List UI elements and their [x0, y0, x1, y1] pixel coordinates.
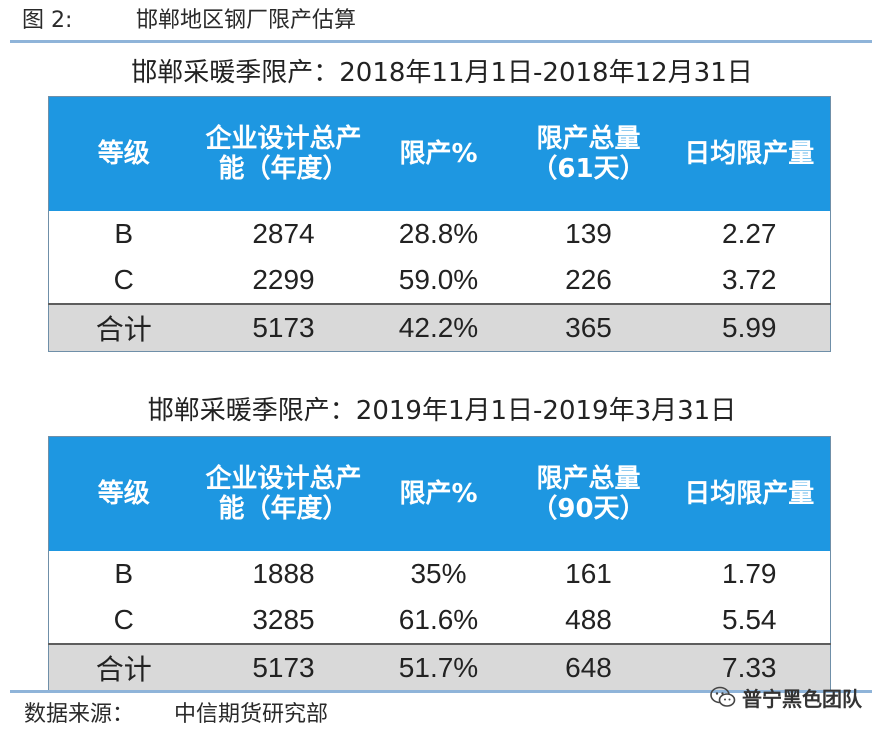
cell-grade: B — [114, 218, 134, 249]
cell-daily-cut: 5.54 — [722, 604, 777, 635]
cell-capacity: 1888 — [252, 558, 315, 589]
top-divider — [10, 40, 872, 43]
figure-label: 图 2: — [22, 8, 73, 33]
cell-cut-percent: 59.0% — [398, 264, 479, 295]
header-capacity: 企业设计总产能（年度） — [198, 96, 369, 211]
section-heading-2019: 邯郸采暖季限产：2019年1月1日-2019年3月31日 — [147, 396, 737, 426]
header-grade: 等级 — [48, 436, 199, 551]
section-heading-2018: 邯郸采暖季限产：2018年11月1日-2018年12月31日 — [131, 58, 753, 88]
cell-capacity: 2299 — [252, 264, 315, 295]
table-2018: 等级 企业设计总产能（年度） 限产% 限产总量（61天） 日均限产量 B 287… — [48, 96, 831, 352]
cell-cut-total: 226 — [565, 264, 612, 295]
source-text: 中信期货研究部 — [174, 702, 329, 727]
header-daily-cut: 日均限产量 — [668, 436, 831, 551]
table-row: C 3285 61.6% 488 5.54 — [49, 597, 831, 644]
cell-cut-total: 161 — [565, 558, 612, 589]
cell-cut-total: 139 — [565, 218, 612, 249]
header-grade: 等级 — [48, 96, 199, 211]
table-2019: 等级 企业设计总产能（年度） 限产% 限产总量（90天） 日均限产量 B 188… — [48, 436, 831, 692]
total-daily-cut: 5.99 — [668, 303, 831, 352]
total-capacity: 5173 — [198, 643, 369, 692]
figure-title: 邯郸地区钢厂限产估算 — [136, 8, 357, 33]
total-capacity: 5173 — [198, 303, 369, 352]
table-total-row: 合计 5173 51.7% 648 7.33 — [48, 643, 831, 692]
table-row: B 2874 28.8% 139 2.27 — [49, 211, 831, 257]
header-cut-percent: 限产% — [368, 96, 509, 211]
table-row: C 2299 59.0% 226 3.72 — [49, 257, 831, 304]
cell-cut-percent: 35% — [410, 558, 467, 589]
cell-capacity: 3285 — [252, 604, 315, 635]
watermark: 普宁黑色团队 — [710, 682, 862, 712]
cell-cut-total: 488 — [565, 604, 612, 635]
cell-daily-cut: 3.72 — [722, 264, 777, 295]
cell-daily-cut: 2.27 — [722, 218, 777, 249]
header-capacity: 企业设计总产能（年度） — [198, 436, 369, 551]
total-cut-total: 365 — [508, 303, 669, 352]
cell-cut-percent: 28.8% — [398, 218, 479, 249]
total-daily-cut: 7.33 — [668, 643, 831, 692]
total-cut-percent: 51.7% — [368, 643, 509, 692]
table-header-row: 等级 企业设计总产能（年度） 限产% 限产总量（90天） 日均限产量 — [48, 436, 831, 551]
figure-caption: 图 2: 邯郸地区钢厂限产估算 — [22, 4, 356, 38]
header-cut-total: 限产总量（61天） — [508, 96, 669, 211]
wechat-icon — [710, 686, 736, 707]
source-label: 数据来源： — [24, 702, 135, 727]
bottom-divider — [10, 690, 872, 693]
data-source: 数据来源： 中信期货研究部 — [24, 698, 328, 732]
cell-grade: C — [113, 264, 134, 295]
total-cut-percent: 42.2% — [368, 303, 509, 352]
header-cut-percent: 限产% — [368, 436, 509, 551]
total-cut-total: 648 — [508, 643, 669, 692]
table-row: B 1888 35% 161 1.79 — [49, 551, 831, 597]
total-label: 合计 — [48, 643, 199, 692]
cell-daily-cut: 1.79 — [722, 558, 777, 589]
table-header-row: 等级 企业设计总产能（年度） 限产% 限产总量（61天） 日均限产量 — [48, 96, 831, 211]
cell-cut-percent: 61.6% — [398, 604, 479, 635]
cell-grade: B — [114, 558, 134, 589]
table-total-row: 合计 5173 42.2% 365 5.99 — [48, 303, 831, 352]
header-daily-cut: 日均限产量 — [668, 96, 831, 211]
header-cut-total: 限产总量（90天） — [508, 436, 669, 551]
cell-capacity: 2874 — [252, 218, 315, 249]
watermark-text: 普宁黑色团队 — [742, 686, 862, 711]
cell-grade: C — [113, 604, 134, 635]
total-label: 合计 — [48, 303, 199, 352]
